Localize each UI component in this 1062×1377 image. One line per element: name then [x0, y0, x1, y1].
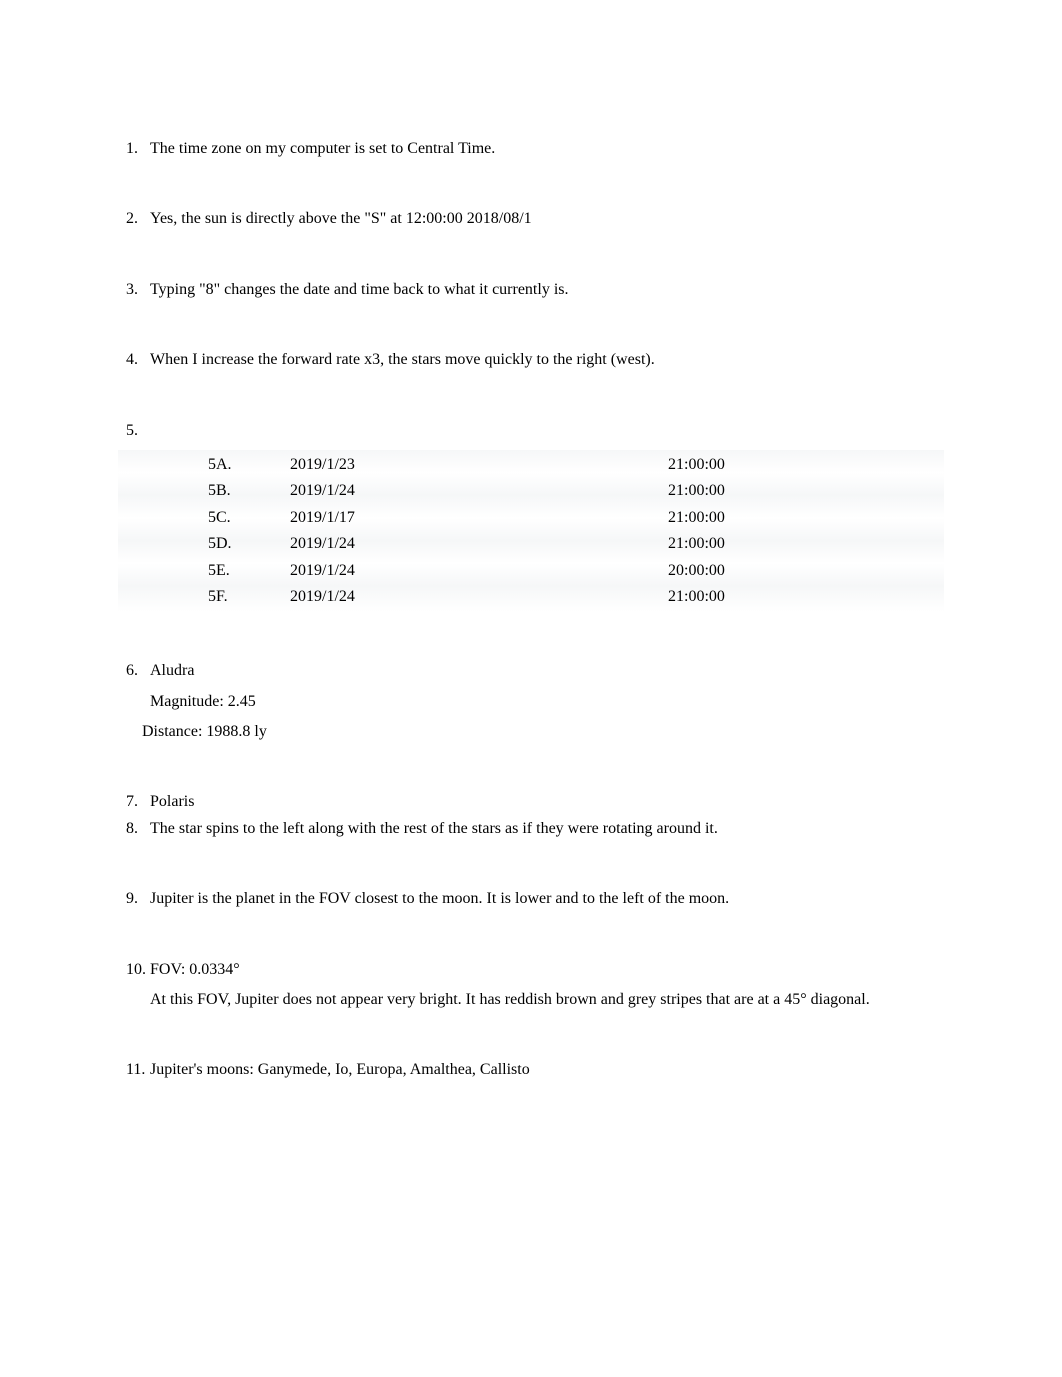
- item-number: 8.: [118, 818, 150, 840]
- list-item-2: 2. Yes, the sun is directly above the "S…: [118, 208, 944, 230]
- table-row: 5B. 2019/1/24 21:00:00: [118, 478, 944, 504]
- item-number: 5.: [118, 420, 150, 442]
- table-cell-time: 21:00:00: [558, 507, 944, 529]
- item-text: FOV: 0.0334°: [150, 959, 944, 981]
- item-number: 11.: [118, 1059, 150, 1081]
- item-text: The star spins to the left along with th…: [150, 818, 944, 840]
- item-text: When I increase the forward rate x3, the…: [150, 349, 944, 371]
- table-cell-date: 2019/1/24: [278, 586, 558, 608]
- item-text: Polaris: [150, 791, 944, 813]
- item-text: Yes, the sun is directly above the "S" a…: [150, 208, 944, 230]
- list-item-4: 4. When I increase the forward rate x3, …: [118, 349, 944, 371]
- item-continuation: At this FOV, Jupiter does not appear ver…: [118, 989, 944, 1011]
- table-cell-date: 2019/1/24: [278, 560, 558, 582]
- item-number: 3.: [118, 279, 150, 301]
- table-cell-label: 5D.: [118, 533, 278, 555]
- table-row: 5D. 2019/1/24 21:00:00: [118, 531, 944, 557]
- list-item-10: 10. FOV: 0.0334° At this FOV, Jupiter do…: [118, 959, 944, 1012]
- item-text: Aludra: [150, 660, 944, 682]
- table-row: 5A. 2019/1/23 21:00:00: [118, 452, 944, 478]
- table-cell-label: 5C.: [118, 507, 278, 529]
- table-cell-time: 21:00:00: [558, 533, 944, 555]
- item-subtext-magnitude: Magnitude: 2.45: [118, 691, 944, 713]
- table-row: 5F. 2019/1/24 21:00:00: [118, 584, 944, 610]
- list-item-5: 5.: [118, 420, 944, 442]
- item-text: The time zone on my computer is set to C…: [150, 138, 944, 160]
- list-item-7: 7. Polaris: [118, 791, 944, 813]
- table-cell-time: 21:00:00: [558, 586, 944, 608]
- list-item-1: 1. The time zone on my computer is set t…: [118, 138, 944, 160]
- list-item-8: 8. The star spins to the left along with…: [118, 818, 944, 840]
- item-number: 7.: [118, 791, 150, 813]
- item-number: 4.: [118, 349, 150, 371]
- table-cell-label: 5F.: [118, 586, 278, 608]
- item-number: 2.: [118, 208, 150, 230]
- list-item-6: 6. Aludra Magnitude: 2.45 Distance: 1988…: [118, 660, 944, 743]
- table-cell-date: 2019/1/24: [278, 533, 558, 555]
- item-text: Jupiter's moons: Ganymede, Io, Europa, A…: [150, 1059, 944, 1081]
- item-text: Typing "8" changes the date and time bac…: [150, 279, 944, 301]
- item-text: Jupiter is the planet in the FOV closest…: [150, 888, 944, 910]
- list-item-9: 9. Jupiter is the planet in the FOV clos…: [118, 888, 944, 910]
- table-cell-time: 21:00:00: [558, 454, 944, 476]
- item-number: 9.: [118, 888, 150, 910]
- item-subtext-distance: Distance: 1988.8 ly: [118, 721, 944, 743]
- table-cell-time: 20:00:00: [558, 560, 944, 582]
- item-number: 1.: [118, 138, 150, 160]
- table-cell-date: 2019/1/23: [278, 454, 558, 476]
- table-cell-time: 21:00:00: [558, 480, 944, 502]
- item-text: [150, 420, 944, 442]
- list-item-11: 11. Jupiter's moons: Ganymede, Io, Europ…: [118, 1059, 944, 1081]
- table-row: 5C. 2019/1/17 21:00:00: [118, 505, 944, 531]
- table-cell-label: 5A.: [118, 454, 278, 476]
- table-cell-label: 5B.: [118, 480, 278, 502]
- data-table: 5A. 2019/1/23 21:00:00 5B. 2019/1/24 21:…: [118, 450, 944, 612]
- item-number: 10.: [118, 959, 150, 981]
- table-cell-label: 5E.: [118, 560, 278, 582]
- table-cell-date: 2019/1/24: [278, 480, 558, 502]
- table-cell-date: 2019/1/17: [278, 507, 558, 529]
- table-row: 5E. 2019/1/24 20:00:00: [118, 558, 944, 584]
- list-item-3: 3. Typing "8" changes the date and time …: [118, 279, 944, 301]
- item-number: 6.: [118, 660, 150, 682]
